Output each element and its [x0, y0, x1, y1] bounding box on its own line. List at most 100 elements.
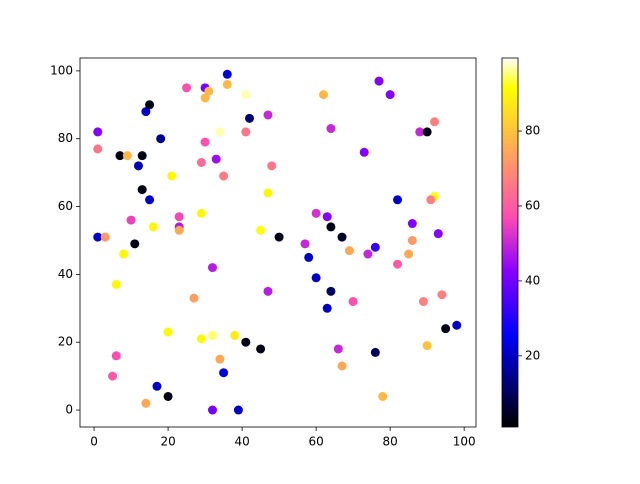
point [93, 144, 103, 154]
point [130, 239, 140, 249]
point [100, 232, 110, 242]
point [230, 330, 240, 340]
point [267, 161, 277, 171]
point [344, 246, 354, 256]
point [422, 341, 432, 351]
point [241, 337, 251, 347]
point [418, 297, 428, 307]
point [111, 280, 121, 290]
point [311, 273, 321, 283]
point [219, 171, 229, 181]
point [215, 127, 225, 137]
point [126, 215, 136, 225]
colorbar-tick-label: 40 [525, 273, 540, 287]
point [256, 344, 266, 354]
point [274, 232, 284, 242]
point [263, 188, 273, 198]
point [196, 208, 206, 218]
point [145, 100, 155, 110]
point [393, 259, 403, 269]
point [219, 368, 229, 378]
point [93, 127, 103, 137]
point [378, 391, 388, 401]
point [241, 127, 251, 137]
point [452, 320, 462, 330]
point [182, 83, 192, 93]
point [441, 324, 451, 334]
point [222, 69, 232, 79]
point [111, 351, 121, 361]
point [433, 229, 443, 239]
x-tick-label: 0 [90, 435, 98, 449]
point [163, 391, 173, 401]
point [326, 222, 336, 232]
point [374, 76, 384, 86]
point [430, 117, 440, 127]
point [207, 263, 217, 273]
point [200, 93, 210, 103]
point [404, 249, 414, 259]
point [333, 344, 343, 354]
point [133, 161, 143, 171]
x-tick-label: 80 [382, 435, 397, 449]
point [207, 330, 217, 340]
x-tick-label: 40 [234, 435, 249, 449]
point [93, 232, 103, 242]
point [326, 286, 336, 296]
point [215, 354, 225, 364]
point [141, 398, 151, 408]
point [337, 232, 347, 242]
point [370, 347, 380, 357]
point [311, 208, 321, 218]
point [256, 225, 266, 235]
point [204, 86, 214, 96]
point [407, 235, 417, 245]
point [156, 134, 166, 144]
colorbar-tick-label: 60 [525, 198, 540, 212]
x-tick-label: 100 [453, 435, 476, 449]
point [119, 249, 129, 259]
x-tick-label: 20 [160, 435, 175, 449]
point [415, 127, 425, 137]
colorbar [501, 57, 519, 428]
point [407, 219, 417, 229]
y-tick-label: 60 [58, 199, 73, 213]
point [152, 381, 162, 391]
point [263, 110, 273, 120]
point [145, 195, 155, 205]
point [148, 222, 158, 232]
point [174, 212, 184, 222]
point [163, 327, 173, 337]
point [189, 293, 199, 303]
point [174, 225, 184, 235]
colorbar-tick-label: 20 [525, 348, 540, 362]
y-tick-label: 40 [58, 267, 73, 281]
point [337, 361, 347, 371]
point [300, 239, 310, 249]
point [348, 297, 358, 307]
point [137, 151, 147, 161]
point [385, 90, 395, 100]
x-tick-label: 60 [308, 435, 323, 449]
point [167, 171, 177, 181]
point [108, 371, 118, 381]
point [115, 151, 125, 161]
point [122, 151, 132, 161]
point [363, 249, 373, 259]
y-tick-label: 100 [50, 63, 73, 77]
point [322, 212, 332, 222]
point [437, 290, 447, 300]
point [422, 127, 432, 137]
point [196, 157, 206, 167]
y-tick-label: 80 [58, 131, 73, 145]
point [319, 90, 329, 100]
point [263, 286, 273, 296]
point [241, 90, 251, 100]
point [359, 147, 369, 157]
point [245, 113, 255, 123]
point [141, 107, 151, 117]
point [200, 137, 210, 147]
point [370, 242, 380, 252]
point [196, 334, 206, 344]
point [326, 124, 336, 134]
